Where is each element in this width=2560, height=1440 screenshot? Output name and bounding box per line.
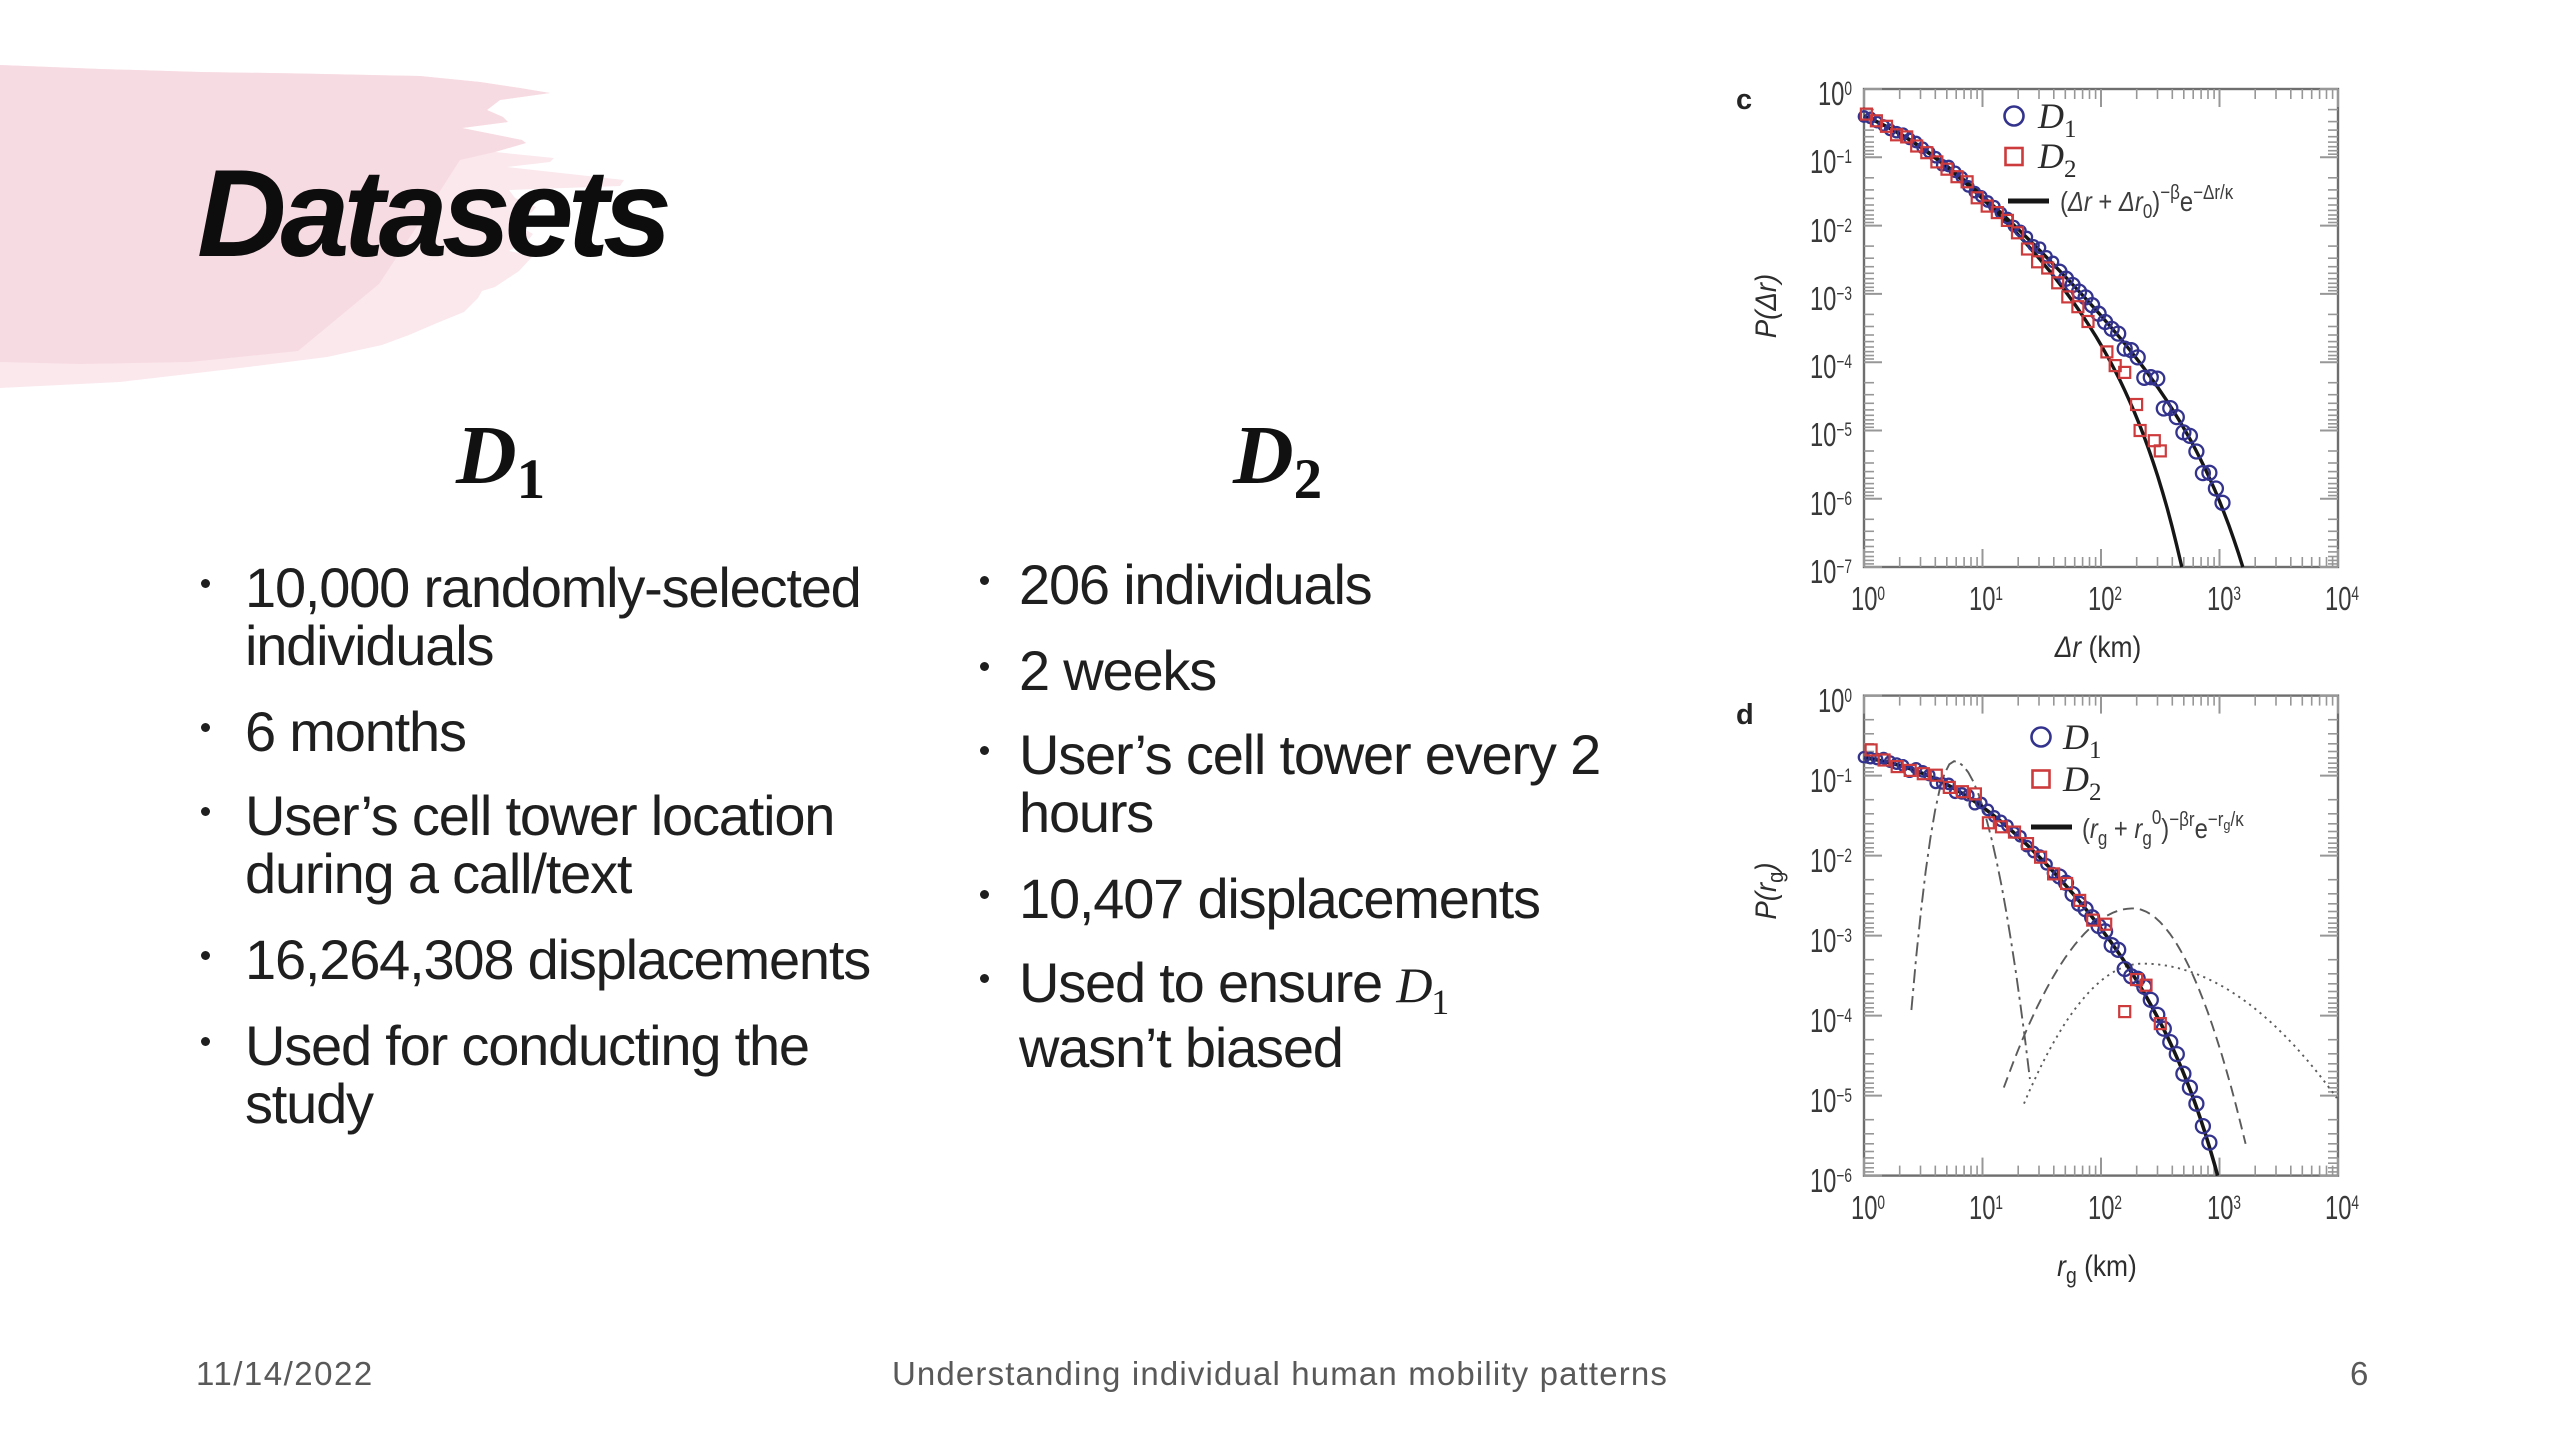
- svg-text:(Δr + Δr0)−βe−Δr/κ: (Δr + Δr0)−βe−Δr/κ: [2060, 181, 2234, 223]
- svg-text:10−1: 10−1: [1810, 763, 1852, 800]
- svg-text:10−7: 10−7: [1810, 554, 1852, 591]
- svg-text:10−5: 10−5: [1810, 1083, 1852, 1120]
- svg-text:10−6: 10−6: [1810, 486, 1852, 523]
- svg-text:101: 101: [1969, 1190, 2003, 1227]
- svg-text:D2: D2: [2037, 136, 2077, 183]
- svg-text:rg (km): rg (km): [2057, 1248, 2137, 1288]
- svg-text:10−2: 10−2: [1810, 213, 1852, 250]
- svg-text:10−4: 10−4: [1810, 349, 1852, 386]
- svg-text:10−5: 10−5: [1810, 417, 1852, 454]
- svg-text:P(rg): P(rg): [1750, 862, 1788, 919]
- svg-text:100: 100: [1818, 683, 1852, 720]
- svg-text:10−6: 10−6: [1810, 1163, 1852, 1200]
- svg-text:d: d: [1736, 699, 1754, 731]
- svg-text:10−3: 10−3: [1810, 281, 1852, 318]
- svg-text:10−2: 10−2: [1810, 843, 1852, 880]
- svg-text:103: 103: [2207, 1190, 2241, 1227]
- svg-text:102: 102: [2088, 1190, 2122, 1227]
- svg-text:100: 100: [1851, 581, 1885, 618]
- svg-text:c: c: [1736, 84, 1752, 116]
- svg-text:Δr (km): Δr (km): [2054, 629, 2142, 663]
- svg-text:104: 104: [2325, 1190, 2359, 1227]
- svg-text:(rg + rg0)−βre−rg/κ: (rg + rg0)−βre−rg/κ: [2082, 806, 2244, 850]
- svg-text:104: 104: [2325, 581, 2359, 618]
- svg-text:102: 102: [2088, 581, 2122, 618]
- svg-text:101: 101: [1969, 581, 2003, 618]
- svg-text:10−3: 10−3: [1810, 923, 1852, 960]
- svg-text:10−4: 10−4: [1810, 1003, 1852, 1040]
- svg-text:10−1: 10−1: [1810, 144, 1852, 181]
- svg-text:D1: D1: [2062, 717, 2102, 764]
- svg-text:100: 100: [1851, 1190, 1885, 1227]
- svg-text:D2: D2: [2062, 759, 2102, 806]
- svg-text:100: 100: [1818, 76, 1852, 113]
- svg-text:103: 103: [2207, 581, 2241, 618]
- svg-text:P(Δr): P(Δr): [1750, 274, 1783, 338]
